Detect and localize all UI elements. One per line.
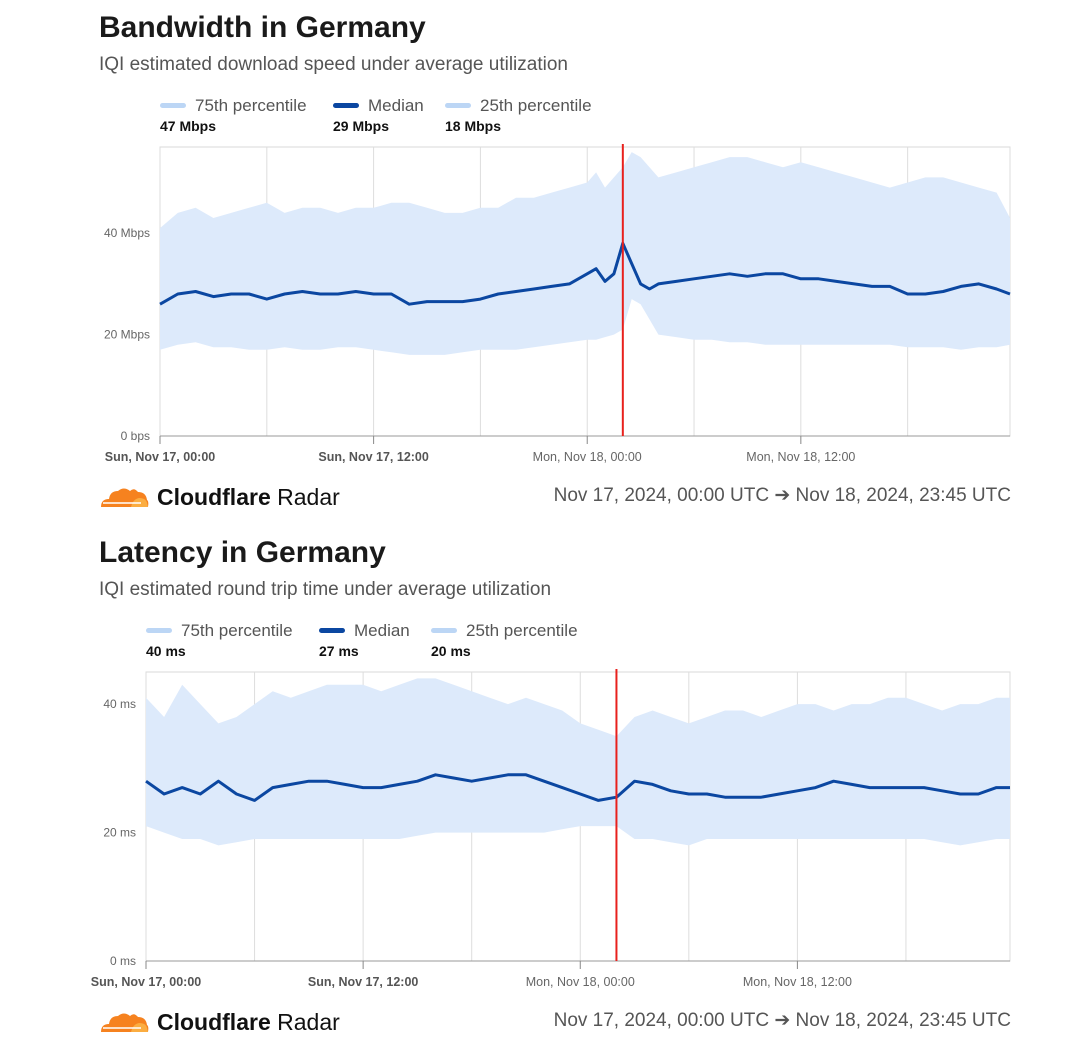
x-tick-label: Sun, Nov 17, 12:00 bbox=[308, 975, 419, 989]
brand-name-regular: Radar bbox=[270, 484, 340, 510]
y-tick-label: 40 ms bbox=[103, 697, 136, 711]
median-line bbox=[145, 773, 1010, 802]
chart-title: Bandwidth in Germany bbox=[99, 11, 426, 44]
legend-swatch-p75 bbox=[146, 628, 172, 633]
date-range: Nov 17, 2024, 00:00 UTC ➔ Nov 18, 2024, … bbox=[553, 485, 1011, 506]
brand-name-bold: Cloudflare bbox=[157, 484, 271, 510]
latency-chart[interactable]: 0 ms 20 ms 40 ms Sun, Nov 17, 00:00 Sun, Nov… bbox=[0, 665, 1086, 995]
y-tick-label: 20 Mbps bbox=[104, 328, 150, 342]
legend-label-p75: 75th percentile bbox=[181, 621, 293, 640]
cloudflare-cloud-icon bbox=[101, 1013, 149, 1032]
brand-text: Cloudflare Radar bbox=[157, 483, 340, 511]
legend-swatch-p25 bbox=[445, 103, 471, 108]
legend-value-p25: 20 ms bbox=[431, 643, 471, 659]
legend-label-p75: 75th percentile bbox=[195, 96, 307, 115]
x-tick-label: Mon, Nov 18, 00:00 bbox=[526, 975, 635, 989]
legend-label-p25: 25th percentile bbox=[466, 621, 578, 640]
legend-swatch-p25 bbox=[431, 628, 457, 633]
legend-label-p25: 25th percentile bbox=[480, 96, 592, 115]
brand-name-regular: Radar bbox=[270, 1009, 340, 1035]
legend-value-p25: 18 Mbps bbox=[445, 118, 502, 134]
y-tick-label: 20 ms bbox=[103, 826, 136, 840]
x-tick-label: Mon, Nov 18, 12:00 bbox=[743, 975, 852, 989]
bandwidth-chart[interactable]: 0 bps 20 Mbps 40 Mbps Sun, Nov 17, 00:00 Sun… bbox=[0, 140, 1086, 470]
legend-swatch-median bbox=[333, 103, 359, 108]
x-tick-label: Sun, Nov 17, 00:00 bbox=[91, 975, 202, 989]
median-line bbox=[159, 241, 1011, 306]
x-tick-label: Mon, Nov 18, 00:00 bbox=[533, 450, 642, 464]
legend-value-p75: 47 Mbps bbox=[160, 118, 217, 134]
chart-subtitle: IQI estimated download speed under avera… bbox=[99, 54, 568, 75]
date-range: Nov 17, 2024, 00:00 UTC ➔ Nov 18, 2024, … bbox=[553, 1010, 1011, 1031]
legend-value-p75: 40 ms bbox=[146, 643, 186, 659]
chart-title: Latency in Germany bbox=[99, 536, 386, 569]
legend-value-median: 27 ms bbox=[319, 643, 359, 659]
chart-subtitle: IQI estimated round trip time under aver… bbox=[99, 579, 552, 600]
legend-label-median: Median bbox=[368, 96, 424, 115]
x-tick-label: Sun, Nov 17, 00:00 bbox=[105, 450, 216, 464]
percentile-band-area bbox=[160, 152, 1010, 355]
legend-swatch-p75 bbox=[160, 103, 186, 108]
legend-label-median: Median bbox=[354, 621, 410, 640]
legend-value-median: 29 Mbps bbox=[333, 118, 390, 134]
y-tick-label: 0 bps bbox=[121, 429, 150, 443]
legend-swatch-median bbox=[319, 628, 345, 633]
brand-text: Cloudflare Radar bbox=[157, 1008, 340, 1036]
x-tick-label: Mon, Nov 18, 12:00 bbox=[746, 450, 855, 464]
brand-name-bold: Cloudflare bbox=[157, 1009, 271, 1035]
y-tick-label: 0 ms bbox=[110, 954, 136, 968]
percentile-band-area bbox=[146, 678, 1010, 846]
x-tick-label: Sun, Nov 17, 12:00 bbox=[318, 450, 429, 464]
y-tick-label: 40 Mbps bbox=[104, 226, 150, 240]
cloudflare-cloud-icon bbox=[101, 488, 149, 507]
